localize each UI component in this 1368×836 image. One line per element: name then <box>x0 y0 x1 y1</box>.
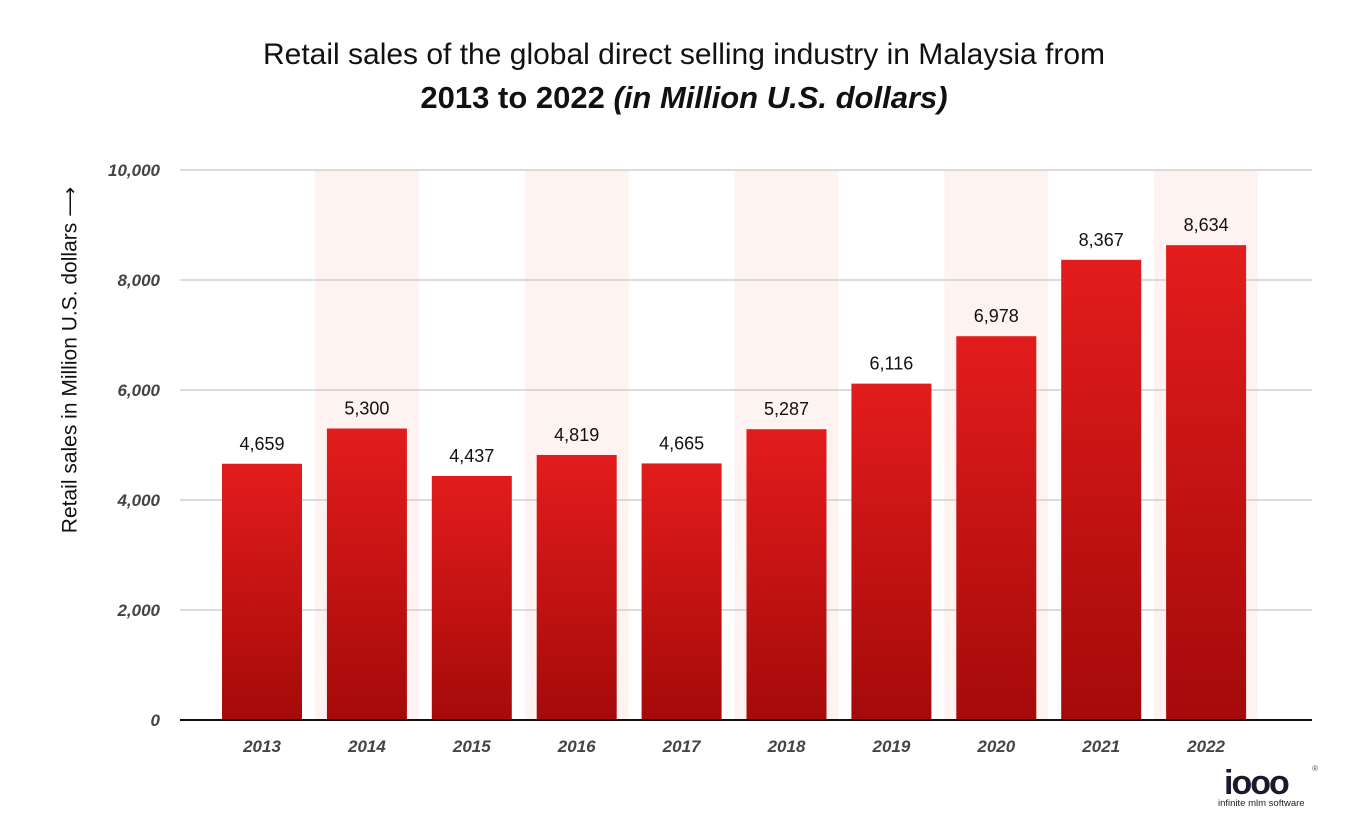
bar <box>431 475 512 720</box>
value-label: 8,367 <box>1079 230 1124 250</box>
x-tick-label: 2017 <box>662 737 702 756</box>
x-tick-label: 2014 <box>347 737 386 756</box>
y-tick-label: 10,000 <box>108 161 161 180</box>
x-tick-label: 2020 <box>976 737 1015 756</box>
chart-subtitle: 2013 to 2022 (in Million U.S. dollars) <box>0 80 1368 116</box>
y-tick-label: 4,000 <box>116 491 160 510</box>
bar <box>641 463 722 720</box>
value-label: 4,437 <box>449 446 494 466</box>
bar <box>956 336 1037 720</box>
y-axis-ticks: 0 2,000 4,000 6,000 8,000 10,000 <box>108 161 161 730</box>
x-axis-ticks: 2013 2014 2015 2016 2017 2018 2019 2020 2021 2022 <box>242 737 1225 756</box>
bar <box>746 429 827 720</box>
logo: iooo ® infinite mlm software <box>1218 764 1318 812</box>
bar <box>851 383 932 720</box>
x-tick-label: 2018 <box>767 737 806 756</box>
x-tick-label: 2013 <box>242 737 281 756</box>
logo-tagline: infinite mlm software <box>1218 798 1305 809</box>
x-tick-label: 2022 <box>1186 737 1225 756</box>
y-tick-label: 8,000 <box>117 271 160 290</box>
x-tick-label: 2015 <box>452 737 491 756</box>
value-labels: 4,659 5,300 4,437 4,819 4,665 5,287 6,116 6,978… <box>239 215 1228 466</box>
bars <box>222 245 1247 720</box>
value-label: 6,116 <box>870 354 914 374</box>
value-label: 4,659 <box>239 434 284 454</box>
value-label: 5,287 <box>764 399 809 419</box>
y-tick-label: 6,000 <box>117 381 160 400</box>
value-label: 4,665 <box>659 433 704 453</box>
value-label: 6,978 <box>974 306 1019 326</box>
y-tick-label: 0 <box>151 711 161 730</box>
chart-title: Retail sales of the global direct sellin… <box>262 38 1106 71</box>
bar <box>1166 245 1247 720</box>
x-tick-label: 2019 <box>871 737 910 756</box>
logo-mark: iooo <box>1224 764 1290 802</box>
x-tick-label: 2016 <box>557 737 596 756</box>
chart-subtitle-units: (in Million U.S. dollars) <box>613 80 948 115</box>
bar <box>536 454 617 720</box>
value-label: 8,634 <box>1184 215 1229 235</box>
registered-icon: ® <box>1312 764 1318 773</box>
y-tick-label: 2,000 <box>116 601 160 620</box>
bar <box>326 428 407 720</box>
value-label: 4,819 <box>554 425 599 445</box>
chart-subtitle-years: 2013 to 2022 <box>420 80 614 115</box>
value-label: 5,300 <box>344 399 389 419</box>
bar <box>222 463 302 720</box>
bar <box>1061 259 1142 720</box>
x-tick-label: 2021 <box>1081 737 1120 756</box>
